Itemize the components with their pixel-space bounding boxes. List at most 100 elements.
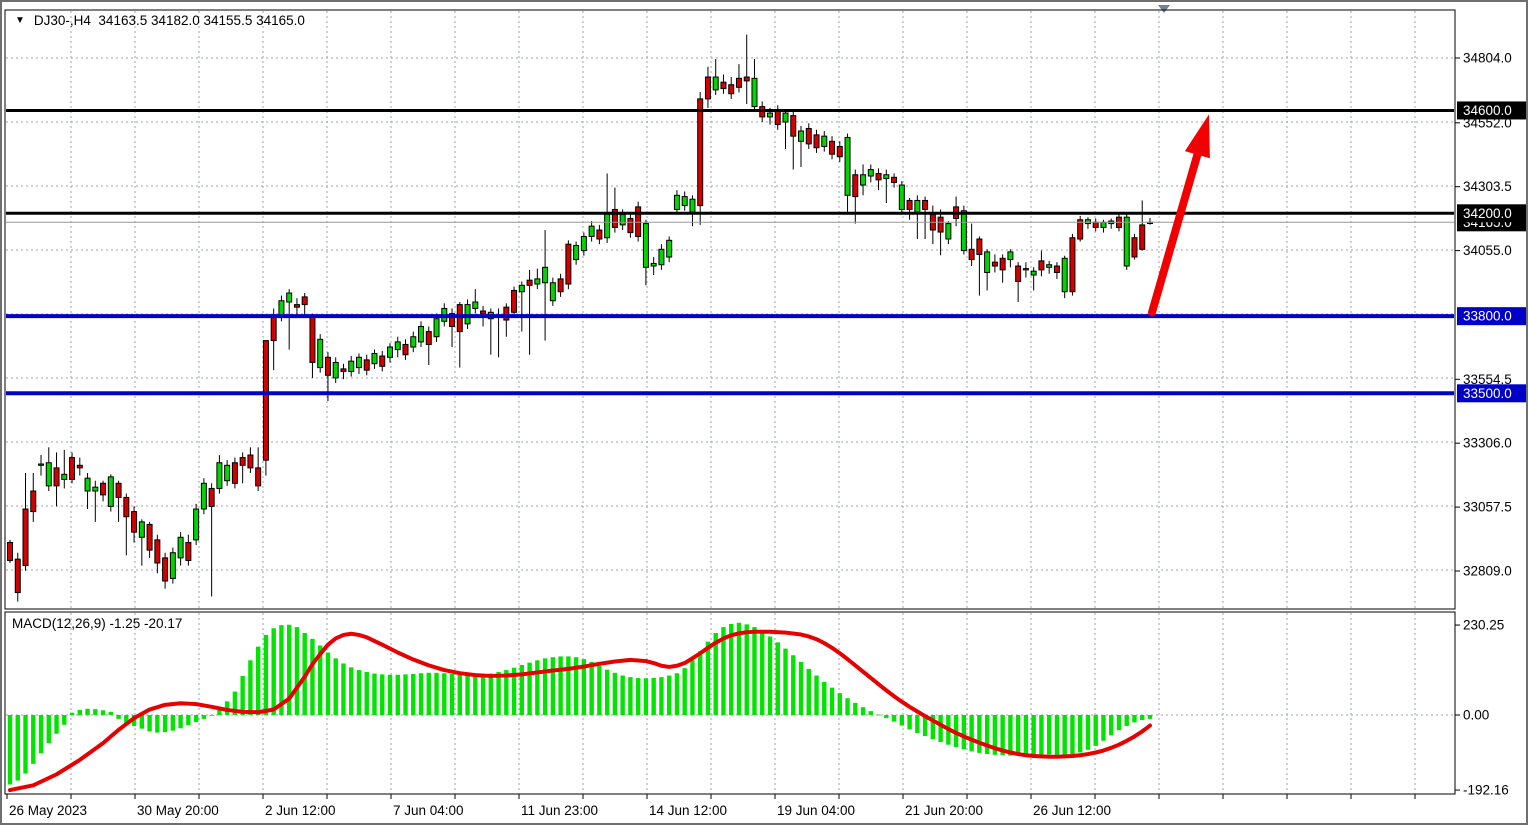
macd-histogram-bar (263, 634, 269, 715)
macd-histogram-bar (690, 660, 695, 715)
collapse-icon[interactable]: ▼ (15, 14, 25, 26)
macd-histogram-bar (853, 702, 858, 715)
candle-body-down (735, 77, 742, 88)
macd-histogram-bar (100, 710, 106, 715)
candle-body-down (239, 457, 246, 466)
candle-body-down (324, 356, 331, 376)
macd-histogram-bar (1008, 715, 1013, 756)
candle-body-up (751, 77, 758, 108)
macd-histogram-bar (1039, 715, 1044, 755)
candle-body-down (1053, 265, 1060, 273)
macd-histogram-bar (178, 715, 183, 729)
candle-body-down (720, 81, 727, 90)
macd-panel-border (4, 611, 1456, 795)
trend-arrow-head[interactable] (1184, 114, 1210, 159)
candle-body-up (317, 338, 324, 369)
candle (185, 534, 192, 566)
candle (231, 457, 238, 489)
candle (262, 340, 269, 476)
macd-histogram-bar (7, 715, 13, 785)
candle (76, 457, 83, 476)
candle-body-up (666, 239, 673, 258)
candle (1077, 215, 1084, 242)
macd-histogram-bar (54, 715, 59, 734)
candle-body-down (1069, 237, 1076, 293)
macd-histogram-bar (713, 632, 718, 715)
candle-body-up (580, 235, 587, 252)
macd-histogram-bar (1147, 715, 1153, 719)
candle-body-up (193, 508, 200, 541)
time-axis-label: 19 Jun 04:00 (777, 803, 855, 818)
candle-body-down (293, 304, 300, 308)
candle (580, 232, 587, 256)
candle-body-down (728, 84, 735, 95)
macd-histogram-bar (380, 674, 385, 715)
macd-histogram-bar (46, 715, 51, 744)
trend-arrow[interactable] (1148, 114, 1210, 317)
candle (953, 196, 960, 227)
candle-body-down (449, 313, 456, 327)
candle (534, 268, 541, 290)
candle-body-down (805, 127, 812, 145)
candle (247, 447, 254, 474)
macd-histogram-bar (217, 709, 222, 715)
candle (317, 334, 324, 373)
macd-histogram-bar (255, 646, 261, 715)
macd-histogram-bar (457, 674, 462, 715)
candle-body-down (115, 482, 122, 498)
candle-body-up (860, 174, 867, 186)
macd-histogram-bar (535, 660, 540, 715)
candle (805, 123, 812, 150)
candle-body-down (1077, 219, 1084, 240)
candle (922, 196, 929, 240)
hline-price-tag-label: 34600.0 (1463, 103, 1512, 118)
candle (914, 195, 921, 240)
macd-histogram-bar (209, 715, 214, 716)
indicator-label: MACD(12,26,9) -1.25 -20.17 (12, 616, 183, 631)
candle-body-up (138, 521, 145, 538)
candle-body-up (1030, 270, 1037, 276)
candle (208, 483, 215, 597)
candle (666, 236, 673, 263)
candle (588, 221, 595, 242)
macd-histogram-bar (814, 675, 819, 715)
candle-body-down (875, 172, 882, 181)
candle-body-up (642, 223, 649, 268)
macd-signal-line (8, 629, 1152, 793)
macd-histogram-bar (271, 628, 276, 715)
macd-histogram-bar (915, 715, 920, 733)
candle (355, 353, 362, 375)
candle-body-up (588, 225, 595, 237)
candle-body-up (518, 284, 525, 293)
candle (379, 350, 386, 372)
candle (673, 190, 680, 215)
candle-body-down (565, 243, 572, 285)
candle (286, 289, 293, 350)
candle-body-down (1139, 224, 1146, 250)
candle-body-down (922, 199, 929, 210)
candle (929, 205, 936, 245)
candle-body-down (1092, 221, 1099, 228)
candle-body-up (386, 346, 393, 358)
candle (1092, 218, 1099, 232)
macd-histogram-bar (1023, 715, 1029, 756)
time-axis-label: 14 Jun 12:00 (649, 803, 727, 818)
macd-histogram-bar (581, 659, 587, 715)
macd-histogram-bar (643, 678, 649, 715)
macd-histogram-bar (1000, 715, 1005, 756)
candle (891, 173, 898, 188)
candle (991, 254, 998, 273)
candle (549, 277, 556, 306)
hline-price-tag-box (1457, 307, 1526, 326)
candle-body-down (852, 174, 859, 198)
candle (984, 249, 991, 291)
candle-body-down (836, 145, 843, 158)
chart-shift-marker-icon[interactable] (1158, 5, 1170, 13)
candle-body-up (278, 300, 285, 317)
macd-histogram-bar (395, 674, 400, 715)
candle-body-down (340, 368, 347, 372)
candle (782, 109, 789, 150)
macd-histogram-bar (984, 715, 990, 755)
trend-arrow-shaft[interactable] (1148, 142, 1204, 317)
